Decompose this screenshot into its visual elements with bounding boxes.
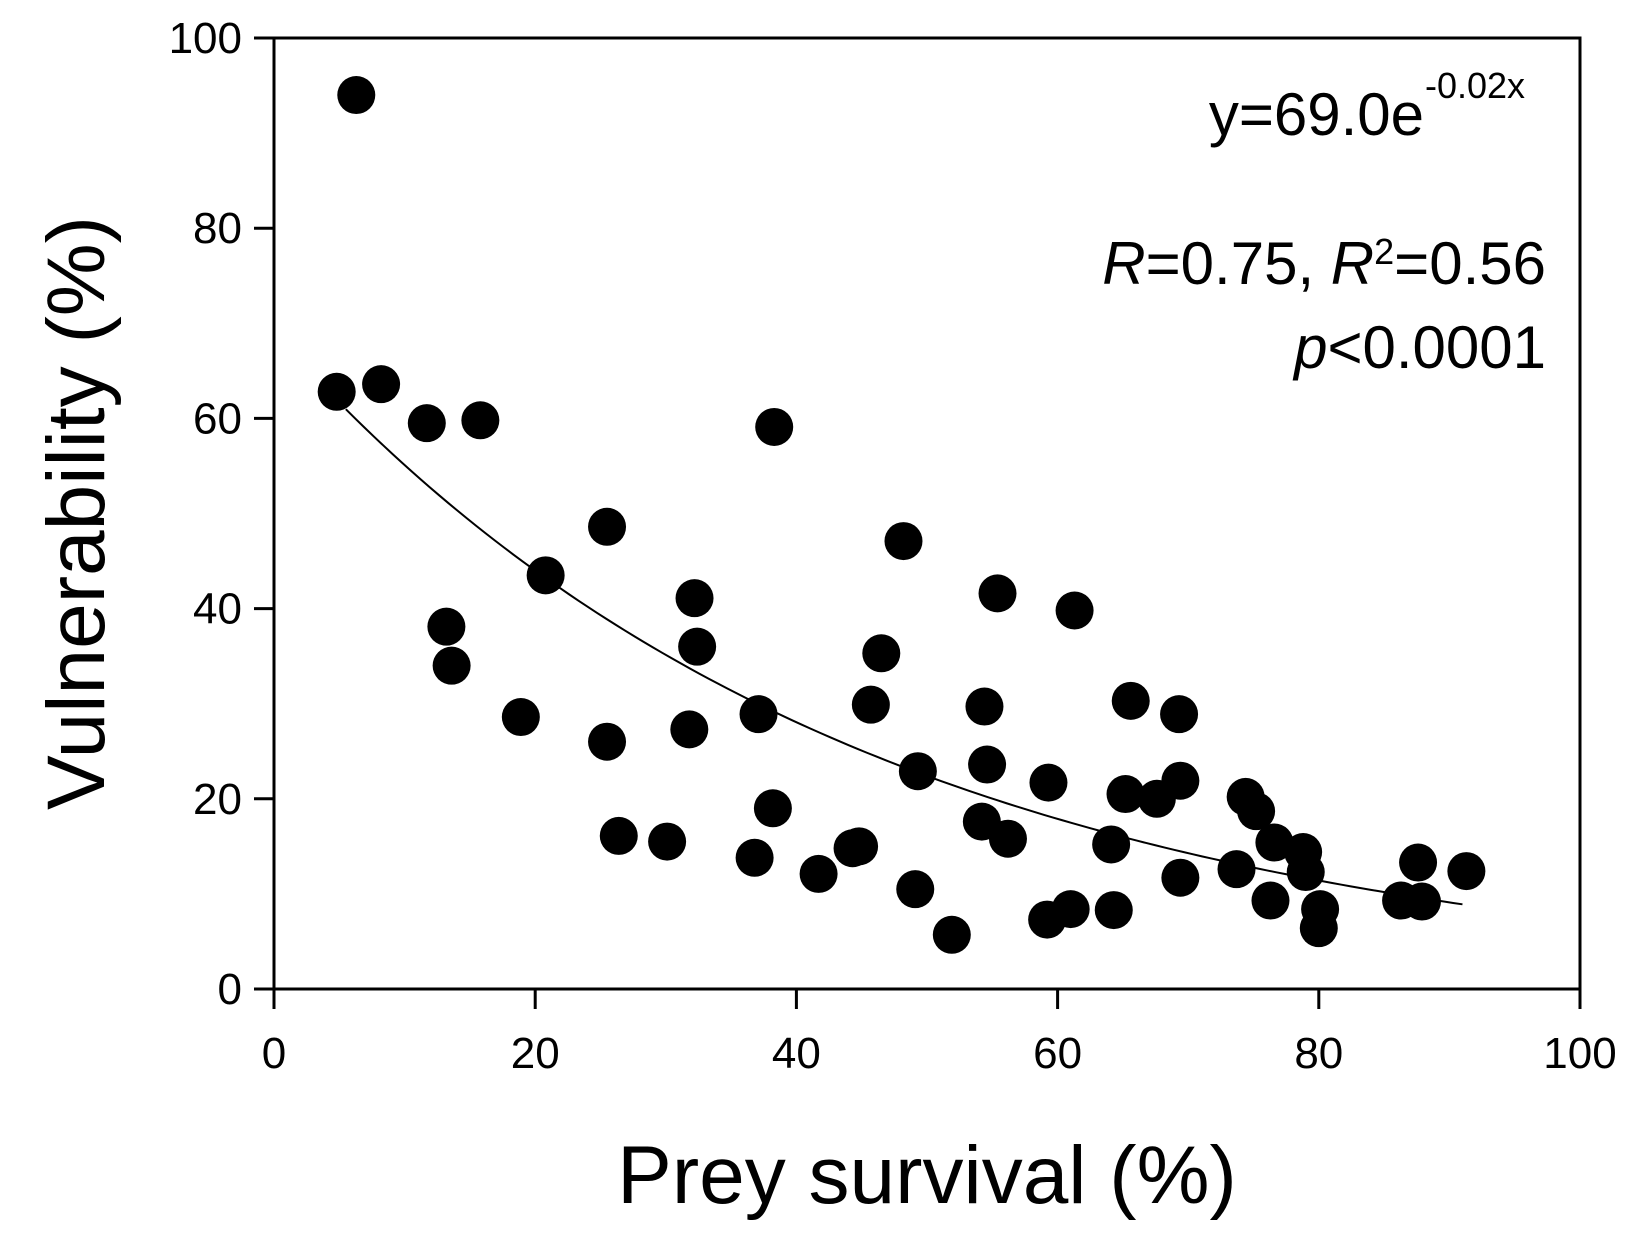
- data-point: [1447, 852, 1486, 891]
- p-value: <0.0001: [1327, 314, 1546, 381]
- data-point: [1111, 681, 1150, 720]
- data-point: [337, 76, 376, 115]
- data-point: [1051, 890, 1090, 929]
- data-point: [526, 556, 565, 595]
- data-point: [1160, 695, 1199, 734]
- data-point: [1399, 843, 1438, 882]
- data-point: [1106, 775, 1145, 814]
- x-tick-label: 100: [1543, 1029, 1616, 1078]
- data-point: [1237, 792, 1276, 831]
- y-tick-label: 40: [193, 585, 242, 634]
- data-point: [1092, 825, 1131, 864]
- data-point: [588, 722, 627, 761]
- data-point: [501, 698, 540, 737]
- x-tick-label: 20: [511, 1029, 560, 1078]
- r-annotation: R=0.75, R2=0.56: [1102, 230, 1546, 297]
- y-axis-title: Vulnerability (%): [31, 216, 122, 810]
- y-tick-label: 0: [218, 965, 242, 1014]
- data-point: [1286, 853, 1325, 892]
- data-point: [648, 822, 687, 861]
- x-axis-title: Prey survival (%): [617, 1130, 1237, 1221]
- r2-label: R: [1331, 230, 1374, 297]
- x-axis-ticks: 0 20 40 60 80 100: [262, 989, 1617, 1078]
- y-axis-ticks: 0 20 40 60 80 100: [169, 14, 274, 1014]
- r2-value: =0.56: [1394, 230, 1546, 297]
- data-point: [753, 789, 792, 828]
- x-tick-label: 80: [1294, 1029, 1343, 1078]
- x-tick-label: 40: [772, 1029, 821, 1078]
- y-tick-label: 80: [193, 204, 242, 253]
- r-label: R: [1102, 230, 1145, 297]
- data-point: [1029, 763, 1068, 802]
- plot-frame: [272, 36, 1582, 991]
- data-point: [755, 407, 794, 446]
- data-point: [427, 607, 466, 646]
- data-point: [965, 687, 1004, 726]
- data-point: [599, 816, 638, 855]
- data-point: [1055, 591, 1094, 630]
- data-point: [898, 752, 937, 791]
- data-point: [1161, 761, 1200, 800]
- data-point: [362, 365, 401, 404]
- data-point: [739, 695, 778, 734]
- data-point: [432, 646, 471, 685]
- data-point: [1217, 850, 1256, 889]
- equation-exponent: -0.02x: [1425, 65, 1525, 106]
- x-tick-label: 0: [262, 1029, 286, 1078]
- data-point: [317, 372, 356, 411]
- equation-annotation: y=69.0e: [1209, 81, 1424, 148]
- p-label: p: [1292, 314, 1327, 381]
- data-point: [461, 401, 500, 440]
- data-point: [978, 574, 1017, 613]
- data-point: [1251, 881, 1290, 920]
- fit-curve: [345, 408, 1463, 906]
- data-point: [896, 870, 935, 909]
- data-point: [407, 404, 446, 443]
- y-tick-label: 20: [193, 775, 242, 824]
- data-point: [1255, 823, 1294, 862]
- equation-base: y=69.0e: [1209, 81, 1424, 148]
- y-tick-label: 100: [169, 14, 242, 63]
- data-point: [1161, 858, 1200, 897]
- x-tick-label: 60: [1033, 1029, 1082, 1078]
- data-point: [588, 507, 627, 546]
- data-point: [670, 710, 709, 749]
- data-point: [1299, 909, 1338, 948]
- r2-exponent: 2: [1374, 231, 1394, 272]
- data-points: [317, 76, 1486, 954]
- data-point: [1402, 882, 1441, 921]
- p-annotation: p<0.0001: [1292, 314, 1546, 381]
- data-point: [988, 819, 1027, 858]
- data-point: [932, 915, 971, 954]
- data-point: [675, 579, 714, 618]
- data-point: [678, 627, 717, 666]
- data-point: [851, 685, 890, 724]
- data-point: [862, 634, 901, 673]
- data-point: [884, 522, 923, 561]
- data-point: [735, 838, 774, 877]
- data-point: [1094, 891, 1133, 930]
- data-point: [840, 827, 879, 866]
- y-tick-label: 60: [193, 394, 242, 443]
- r-value: =0.75,: [1146, 230, 1331, 297]
- data-point: [799, 854, 838, 893]
- data-point: [968, 745, 1007, 784]
